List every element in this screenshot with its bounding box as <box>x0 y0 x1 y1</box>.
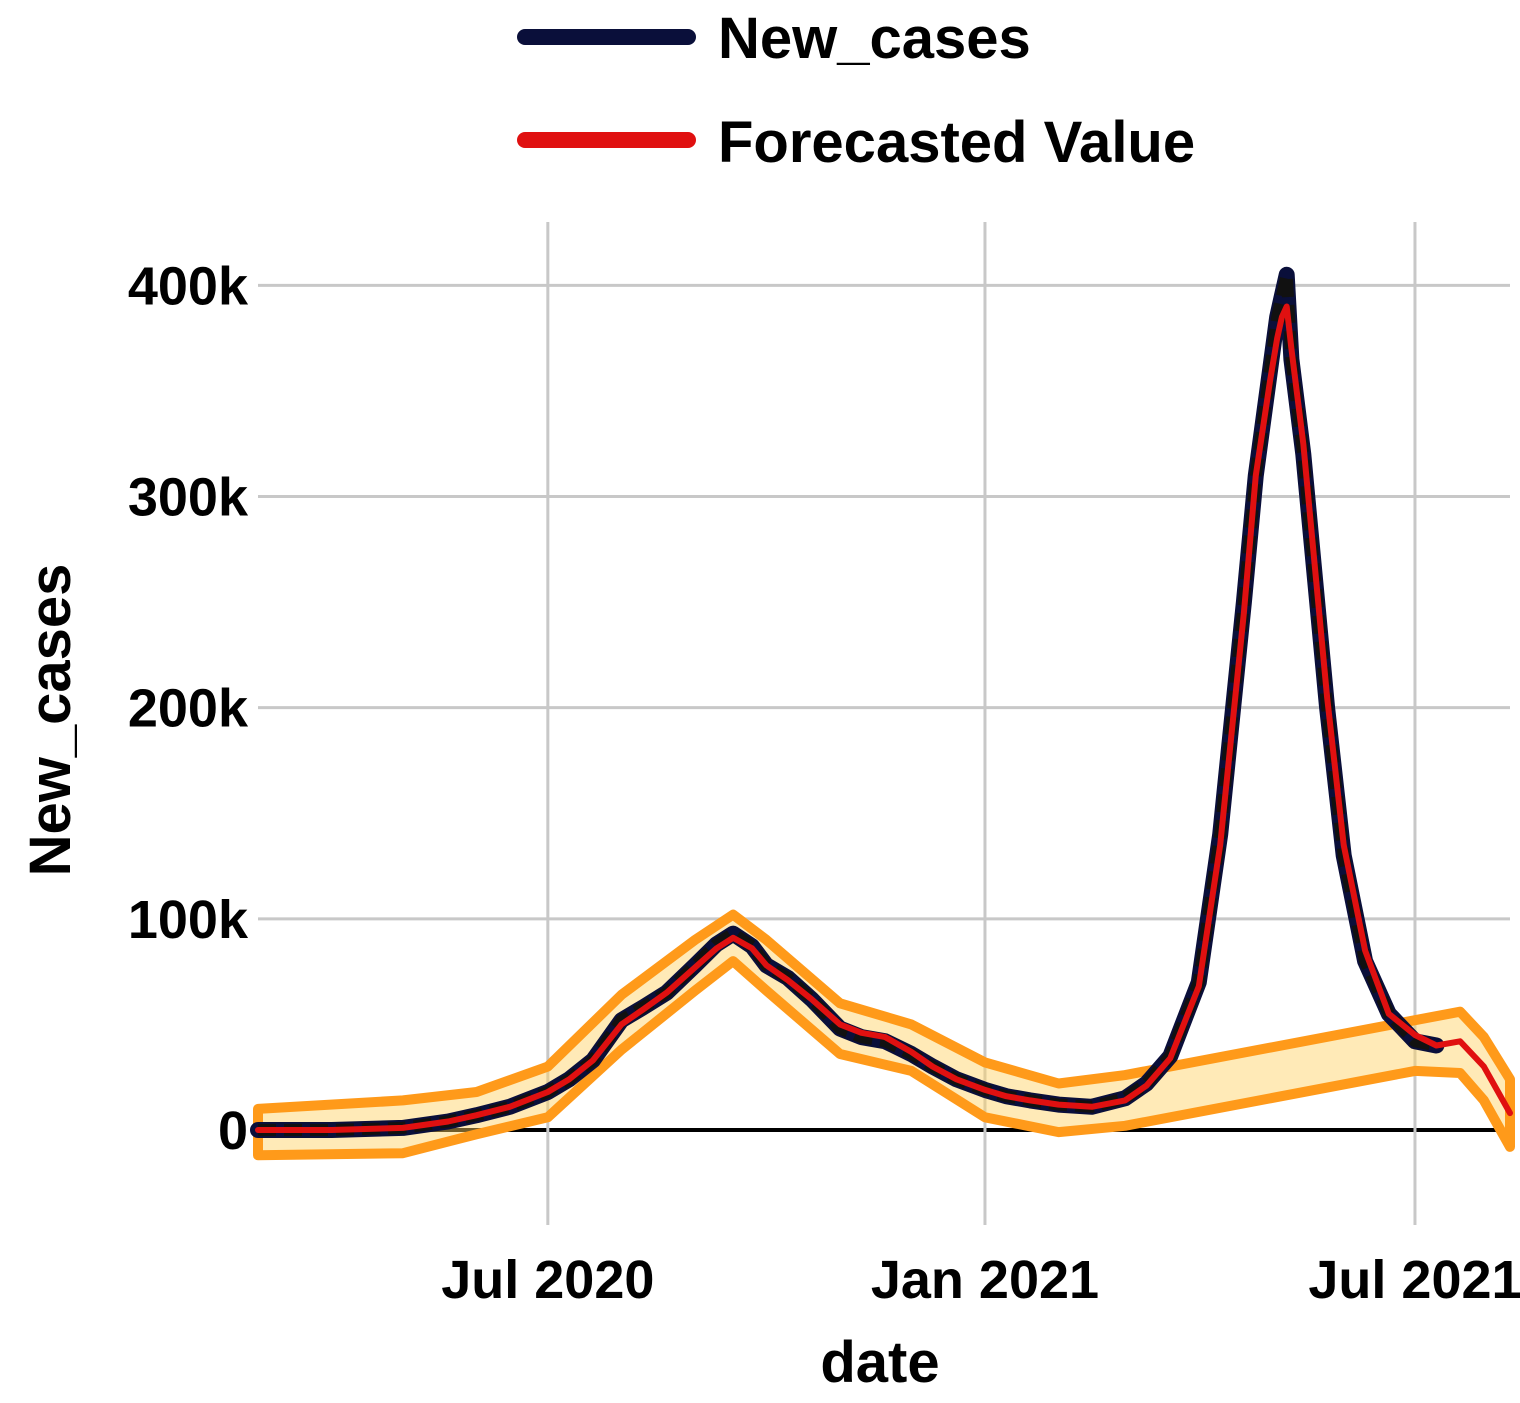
x-tick-label: Jul 2020 <box>441 1250 654 1310</box>
legend-label-forecasted-value: Forecasted Value <box>718 110 1195 175</box>
y-tick-label: 200k <box>128 679 249 739</box>
y-tick-label: 300k <box>128 468 249 528</box>
y-axis-title: New_cases <box>18 564 83 877</box>
y-tick-label: 400k <box>128 256 249 316</box>
series-lines <box>250 266 1513 1138</box>
series-line-forecasted-value <box>255 303 1513 1133</box>
x-axis-ticks: Jul 2020 Jan 2021 Jul 2021 <box>441 1250 1520 1310</box>
y-tick-label: 0 <box>218 1101 248 1161</box>
x-tick-label: Jan 2021 <box>871 1250 1099 1310</box>
grid-lines <box>258 222 1510 1225</box>
x-tick-label: Jul 2021 <box>1308 1250 1520 1310</box>
legend-label-new-cases: New_cases <box>718 6 1031 71</box>
y-axis-ticks: 0 100k 200k 300k 400k <box>128 256 249 1161</box>
x-axis-title: date <box>820 1330 939 1395</box>
legend: New_cases Forecasted Value <box>517 6 1195 175</box>
y-tick-label: 100k <box>128 890 249 950</box>
